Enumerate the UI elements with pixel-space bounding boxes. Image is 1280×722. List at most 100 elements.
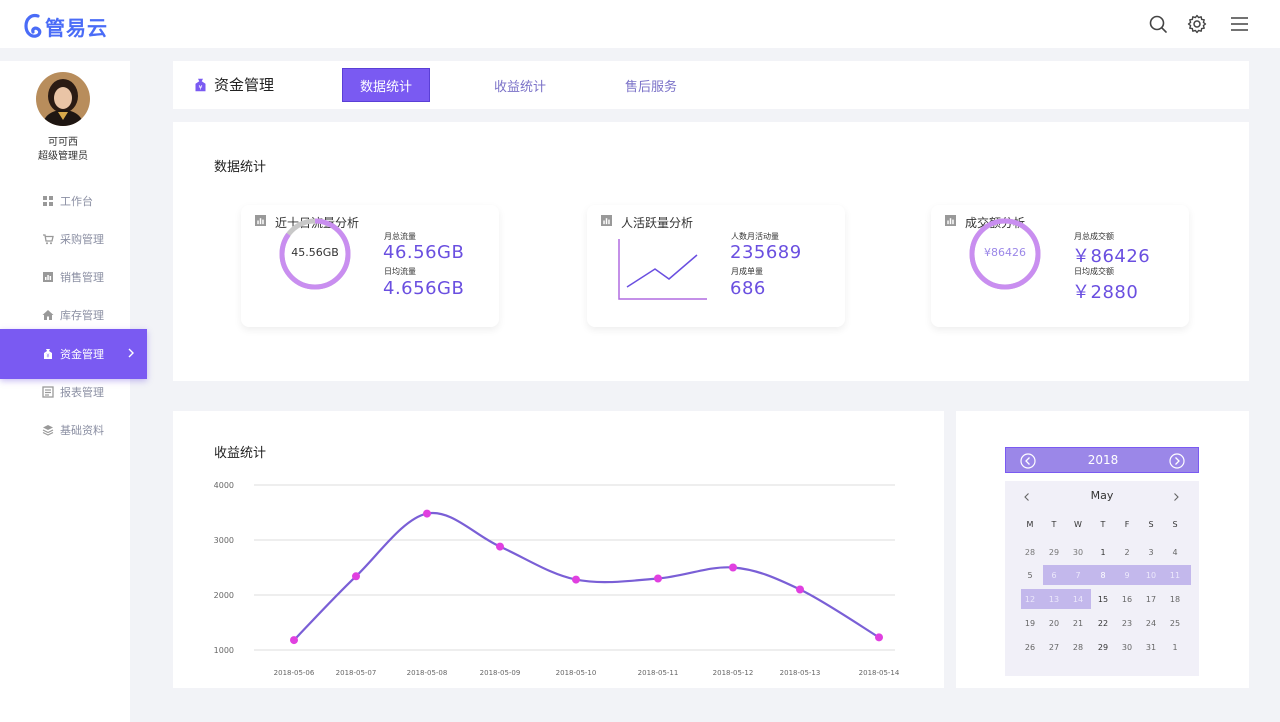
next-month-icon[interactable] (1172, 492, 1180, 502)
calendar-day[interactable]: 16 (1121, 595, 1133, 604)
tab-data-stats[interactable]: 数据统计 (342, 68, 430, 102)
daily-traffic-value: 4.656GB (383, 278, 465, 299)
calendar-day[interactable]: 30 (1121, 643, 1133, 652)
weekday-label: T (1051, 520, 1057, 529)
monthly-traffic-label: 月总流量 (384, 232, 416, 241)
calendar-day[interactable]: 3 (1148, 548, 1154, 557)
avatar[interactable] (36, 72, 90, 126)
sidebar-item-inventory[interactable]: 库存管理 (0, 296, 130, 334)
calendar-day[interactable]: 11 (1169, 571, 1181, 580)
calendar-day[interactable]: 17 (1145, 595, 1157, 604)
x-tick-label: 2018-05-13 (780, 669, 821, 677)
ring-value: 45.56GB (291, 246, 339, 259)
calendar-day[interactable]: 28 (1024, 548, 1036, 557)
data-point[interactable] (496, 542, 504, 551)
weekday-label: T (1100, 520, 1106, 529)
chevron-right-icon (128, 348, 134, 358)
search-icon[interactable] (1148, 14, 1168, 34)
calendar-day[interactable]: 14 (1072, 595, 1084, 604)
calendar-day[interactable]: 18 (1169, 595, 1181, 604)
menu-icon[interactable] (1230, 14, 1250, 34)
income-line-chart: 1000 2000 3000 4000 2018-05-06 2018-05-07 2018… (214, 481, 900, 677)
daily-traffic-label: 日均流量 (384, 267, 416, 276)
card-title: 人活跃量分析 (601, 214, 693, 231)
active-users-card[interactable]: 人活跃量分析 人数月活动量 235689 月成单量 686 (587, 205, 845, 327)
data-point[interactable] (654, 574, 662, 583)
x-tick-label: 2018-05-06 (274, 669, 315, 677)
traffic-card[interactable]: 近十日流量分析 45.56GB 月总流量 46.56GB 日均流量 4.656G… (241, 205, 499, 327)
calendar-day[interactable]: 12 (1024, 595, 1036, 604)
income-section-title: 收益统计 (214, 446, 267, 461)
calendar-day[interactable]: 19 (1024, 619, 1036, 628)
sidebar-item-basic-data[interactable]: 基础资料 (0, 411, 130, 449)
trend-line-icon (618, 239, 707, 300)
calendar-day[interactable]: 28 (1072, 643, 1084, 652)
tab-after-sales[interactable]: 售后服务 (624, 79, 677, 95)
calendar-day[interactable]: 29 (1097, 643, 1109, 652)
x-tick-label: 2018-05-14 (859, 669, 900, 677)
x-tick-label: 2018-05-07 (336, 669, 377, 677)
calendar-month: May (1090, 489, 1114, 502)
calendar-day[interactable]: 20 (1048, 619, 1060, 628)
sidebar-item-label: 报表管理 (60, 386, 104, 399)
calendar-day[interactable]: 29 (1048, 548, 1060, 557)
sidebar-item-label: 基础资料 (60, 424, 104, 437)
calendar-day[interactable]: 27 (1048, 643, 1060, 652)
monthly-orders-value: 686 (730, 278, 766, 299)
calendar-day[interactable]: 10 (1145, 571, 1157, 580)
x-tick-label: 2018-05-12 (713, 669, 754, 677)
prev-month-icon[interactable] (1023, 492, 1031, 502)
prev-year-icon[interactable] (1020, 453, 1036, 469)
bar-chart-icon (255, 215, 266, 226)
sidebar-item-reports[interactable]: 报表管理 (0, 373, 130, 411)
calendar-range-highlight (1043, 565, 1191, 585)
calendar-day[interactable]: 24 (1145, 619, 1157, 628)
sidebar-item-sales[interactable]: 销售管理 (0, 258, 130, 296)
calendar-day[interactable]: 6 (1051, 571, 1057, 580)
data-point[interactable] (875, 633, 883, 642)
sidebar-item-funds[interactable]: ¥ 资金管理 (0, 329, 147, 379)
calendar-header: 2018 (1005, 447, 1199, 473)
data-point[interactable] (352, 572, 360, 581)
user-name: 可可西 (48, 137, 78, 148)
user-role: 超级管理员 (38, 151, 88, 162)
weekday-label: S (1148, 520, 1154, 529)
sidebar-item-purchase[interactable]: 采购管理 (0, 220, 130, 258)
calendar-day[interactable]: 4 (1172, 548, 1178, 557)
ring-value: ¥86426 (984, 246, 1026, 259)
calendar-day[interactable]: 21 (1072, 619, 1084, 628)
calendar-day[interactable]: 23 (1121, 619, 1133, 628)
data-point[interactable] (796, 585, 804, 594)
calendar-day[interactable]: 13 (1048, 595, 1060, 604)
y-tick-label: 2000 (214, 591, 234, 600)
gear-icon[interactable] (1187, 14, 1207, 34)
data-point[interactable] (290, 636, 298, 645)
calendar-day[interactable]: 2 (1124, 548, 1130, 557)
logo[interactable]: 管易云 (24, 12, 108, 40)
calendar-day[interactable]: 30 (1072, 548, 1084, 557)
sidebar-item-workbench[interactable]: 工作台 (0, 182, 130, 220)
calendar-day[interactable]: 7 (1075, 571, 1081, 580)
data-point[interactable] (729, 563, 737, 572)
data-point[interactable] (423, 509, 431, 518)
calendar-day[interactable]: 22 (1097, 619, 1109, 628)
calendar-day[interactable]: 15 (1097, 595, 1109, 604)
calendar-day[interactable]: 5 (1027, 571, 1033, 580)
tab-income-stats[interactable]: 收益统计 (493, 79, 546, 95)
data-point[interactable] (572, 575, 580, 584)
monthly-active-value: 235689 (730, 242, 802, 263)
calendar-day[interactable]: 1 (1100, 548, 1106, 557)
turnover-card[interactable]: 成交额分析 ¥86426 月总成交额 ￥86426 日均成交额 ￥2880 (931, 205, 1189, 327)
calendar-day[interactable]: 1 (1172, 643, 1178, 652)
calendar-day[interactable]: 8 (1100, 571, 1106, 580)
next-year-icon[interactable] (1169, 453, 1185, 469)
calendar-day[interactable]: 31 (1145, 643, 1157, 652)
cart-icon (43, 234, 54, 245)
calendar-day[interactable]: 25 (1169, 619, 1181, 628)
calendar-day[interactable]: 26 (1024, 643, 1036, 652)
grid-icon (43, 196, 53, 206)
daily-turnover-label: 日均成交额 (1074, 267, 1114, 276)
monthly-orders-label: 月成单量 (731, 267, 763, 276)
weekday-label: W (1074, 520, 1082, 529)
calendar-day[interactable]: 9 (1124, 571, 1130, 580)
